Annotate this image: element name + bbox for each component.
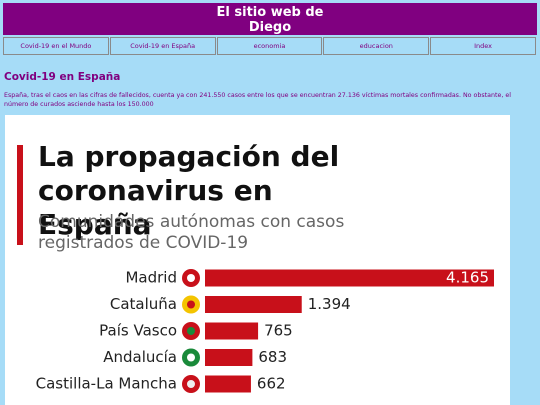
infographic-title: La propagación del coronavirus en España xyxy=(38,140,340,241)
header: El sitio web de Diego xyxy=(3,3,537,35)
nav-bar: Covid-19 en el Mundo Covid-19 en España … xyxy=(3,37,537,55)
bar xyxy=(205,269,494,287)
infographic: La propagación del coronavirus en España… xyxy=(5,115,510,405)
flag-detail xyxy=(187,300,195,309)
accent-bar xyxy=(17,145,23,245)
bar xyxy=(205,349,253,366)
value-label: 4.165 xyxy=(446,269,489,287)
nav-link[interactable]: Covid-19 en el Mundo xyxy=(3,37,109,55)
flag-detail xyxy=(187,327,195,335)
category-label: Castilla-La Mancha xyxy=(36,375,177,393)
nav-link[interactable]: educacion xyxy=(323,37,430,55)
category-label: Madrid xyxy=(125,269,177,287)
bar-chart: Madrid 4.165 Cataluña 1.394 País Vasco 765 And… xyxy=(36,269,494,393)
bar xyxy=(205,322,259,340)
flag-detail xyxy=(187,353,195,362)
category-label: Cataluña xyxy=(110,295,177,313)
value-label: 765 xyxy=(264,322,293,340)
section-heading: Covid-19 en España xyxy=(4,71,121,83)
section-text: España, tras el caos en las cifras de fa… xyxy=(4,92,511,108)
infographic-subtitle: Comunidades autónomas con casos registra… xyxy=(38,212,345,253)
nav-link[interactable]: economia xyxy=(216,37,323,55)
value-label: 683 xyxy=(258,348,287,366)
category-label: País Vasco xyxy=(99,322,177,340)
flag-detail xyxy=(187,274,195,282)
flag-detail xyxy=(187,380,195,388)
bar xyxy=(205,375,251,393)
nav-link[interactable]: Covid-19 en España xyxy=(109,37,216,55)
value-label: 662 xyxy=(257,375,286,393)
bar xyxy=(205,296,302,313)
value-label: 1.394 xyxy=(308,295,351,313)
nav-link[interactable]: Index xyxy=(430,37,536,55)
category-label: Andalucía xyxy=(103,348,177,366)
site-title: El sitio web de Diego xyxy=(216,5,324,35)
